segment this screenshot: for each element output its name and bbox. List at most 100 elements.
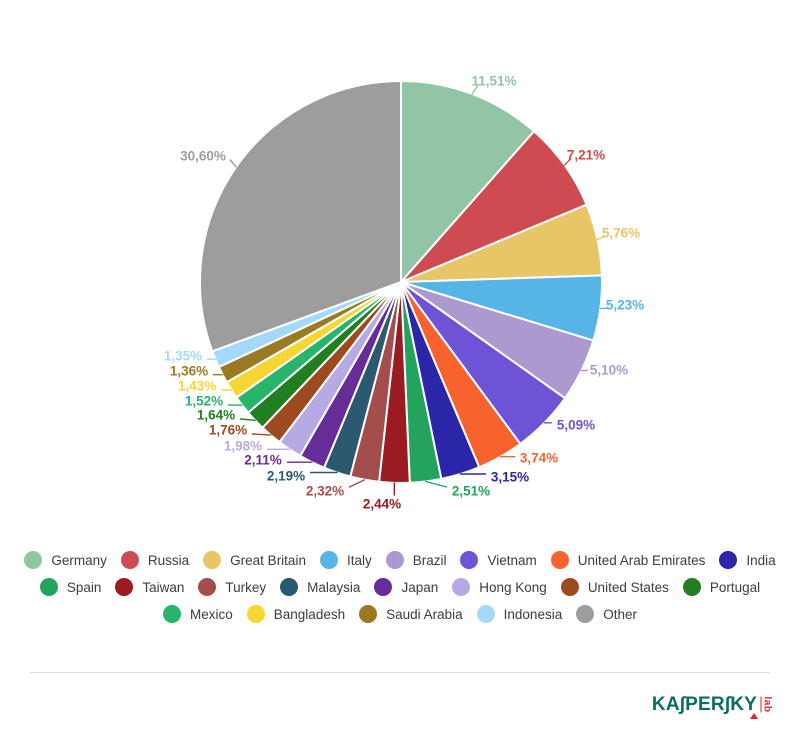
legend-label: Mexico: [190, 606, 233, 622]
pie-chart: 11,51% 7,21% 5,76% 5,23% 5,10% 5,09% 3,74% 3,15…: [164, 74, 644, 512]
legend-label: Spain: [66, 579, 102, 595]
legend-swatch: [682, 578, 701, 596]
legend-label: Russia: [147, 552, 190, 568]
slice-value-label: 1,76%: [209, 423, 247, 438]
slice-value-label: 2,32%: [306, 484, 344, 499]
legend-item-brazil[interactable]: Brazil: [385, 551, 447, 569]
slice-value-label: 5,23%: [606, 298, 644, 313]
legend-item-italy[interactable]: Italy: [319, 551, 372, 569]
footer-divider: [30, 672, 770, 673]
legend-swatch: [203, 551, 222, 569]
legend-swatch: [163, 605, 182, 623]
legend-item-other[interactable]: Other: [576, 605, 637, 623]
slice-value-label: 2,44%: [363, 497, 401, 512]
legend-item-bangladesh[interactable]: Bangladesh: [246, 605, 346, 623]
legend-label: Great Britain: [230, 552, 306, 568]
legend-item-united-states[interactable]: United States: [560, 578, 669, 596]
slice-value-label: 5,10%: [590, 363, 628, 378]
slice-value-label: 1,36%: [170, 364, 208, 379]
legend-swatch: [476, 605, 495, 623]
legend-label: Indonesia: [503, 606, 563, 622]
legend-item-indonesia[interactable]: Indonesia: [476, 605, 563, 623]
legend-item-turkey[interactable]: Turkey: [198, 578, 266, 596]
legend-label: Hong Kong: [479, 579, 547, 595]
legend-swatch: [374, 578, 393, 596]
legend-label: Bangladesh: [273, 606, 346, 622]
legend-item-spain[interactable]: Spain: [39, 578, 102, 596]
legend-item-japan[interactable]: Japan: [374, 578, 438, 596]
legend-swatch: [385, 551, 404, 569]
legend-label: Saudi Arabia: [386, 606, 463, 622]
legend-swatch: [198, 578, 217, 596]
slice-value-label: 30,60%: [180, 149, 226, 164]
legend-item-great-britain[interactable]: Great Britain: [203, 551, 306, 569]
legend-item-india[interactable]: India: [719, 551, 776, 569]
slice-value-label: 2,51%: [452, 484, 490, 499]
slice-value-label: 1,98%: [224, 439, 262, 454]
legend-item-russia[interactable]: Russia: [120, 551, 190, 569]
legend-label: Portugal: [709, 579, 761, 595]
legend-swatch: [452, 578, 471, 596]
slice-value-label: 3,74%: [520, 451, 558, 466]
label-leader-line: [229, 159, 237, 168]
legend-swatch: [576, 605, 595, 623]
legend-label: Turkey: [225, 579, 267, 595]
label-leader-line: [471, 84, 479, 95]
slice-value-label: 1,43%: [178, 379, 216, 394]
slice-value-label: 3,15%: [491, 470, 529, 485]
legend-item-saudi-arabia[interactable]: Saudi Arabia: [359, 605, 463, 623]
legend-swatch: [24, 551, 43, 569]
slice-value-label: 1,35%: [164, 349, 202, 364]
slice-value-label: 11,51%: [471, 74, 516, 89]
legend-label: Taiwan: [142, 579, 185, 595]
slice-value-label: 1,52%: [185, 394, 223, 409]
legend-item-portugal[interactable]: Portugal: [682, 578, 761, 596]
slice-value-label: 7,21%: [567, 148, 605, 163]
legend-swatch: [246, 605, 265, 623]
legend-item-united-arab-emirates[interactable]: United Arab Emirates: [550, 551, 706, 569]
legend-swatch: [359, 605, 378, 623]
legend-label: Brazil: [412, 552, 447, 568]
legend-item-mexico[interactable]: Mexico: [163, 605, 233, 623]
label-leader-line: [239, 418, 256, 421]
legend-swatch: [280, 578, 299, 596]
kaspersky-lab-label: lab: [760, 696, 773, 713]
slice-value-label: 5,76%: [602, 226, 640, 241]
legend-label: Italy: [346, 552, 372, 568]
legend-label: Germany: [51, 552, 107, 568]
legend-row: Germany Russia Great Britain Italy Brazil Vie…: [0, 551, 800, 569]
legend-item-germany[interactable]: Germany: [24, 551, 107, 569]
legend-label: Other: [603, 606, 637, 622]
label-leader-line: [596, 236, 605, 241]
legend-label: United States: [587, 579, 669, 595]
slice-value-label: 2,11%: [244, 453, 282, 468]
kaspersky-logo: KA∫PER∫KY lab: [652, 694, 774, 722]
slice-value-label: 5,09%: [557, 418, 595, 433]
legend-swatch: [560, 578, 579, 596]
legend-label: Malaysia: [307, 579, 361, 595]
slice-value-label: 2,19%: [267, 469, 305, 484]
legend-item-hong-kong[interactable]: Hong Kong: [452, 578, 547, 596]
legend-row: Spain Taiwan Turkey Malaysia Japan Hong Kong U…: [0, 578, 800, 596]
slice-value-label: 1,64%: [197, 408, 235, 423]
legend-item-taiwan[interactable]: Taiwan: [115, 578, 184, 596]
legend-swatch: [120, 551, 139, 569]
chart-legend: Germany Russia Great Britain Italy Brazil Vie…: [0, 551, 800, 632]
legend-label: Vietnam: [487, 552, 537, 568]
legend-swatch: [550, 551, 569, 569]
legend-swatch: [719, 551, 738, 569]
legend-swatch: [460, 551, 479, 569]
legend-label: India: [746, 552, 776, 568]
logo-triangle-icon: [750, 713, 758, 719]
label-leader-line: [563, 158, 572, 166]
label-leader-line: [348, 479, 366, 488]
label-leader-line: [251, 433, 272, 436]
legend-label: United Arab Emirates: [577, 552, 706, 568]
legend-label: Japan: [401, 579, 439, 595]
legend-item-malaysia[interactable]: Malaysia: [280, 578, 360, 596]
label-leader-line: [424, 480, 448, 488]
legend-swatch: [115, 578, 134, 596]
legend-item-vietnam[interactable]: Vietnam: [460, 551, 537, 569]
legend-row: Mexico Bangladesh Saudi Arabia Indonesia Oth…: [0, 605, 800, 623]
